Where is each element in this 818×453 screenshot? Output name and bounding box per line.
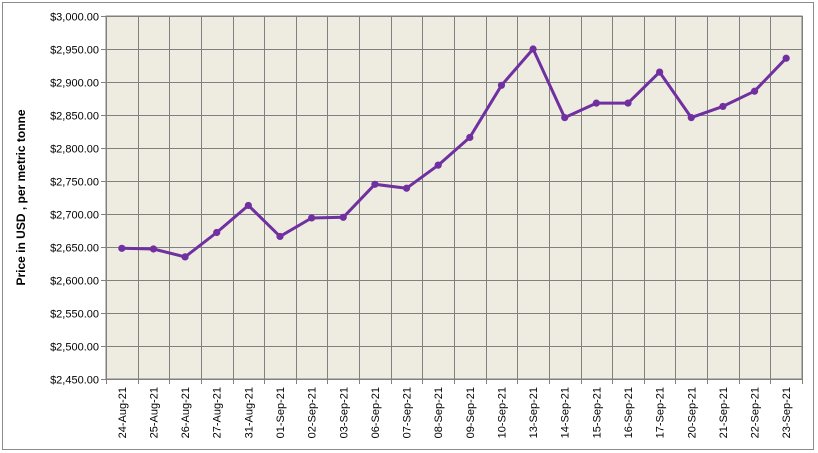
- x-tick-label: 26-Aug-21: [180, 387, 192, 438]
- y-tick-label: $2,750.00: [50, 177, 99, 189]
- x-tick-label: 24-Aug-21: [117, 387, 129, 438]
- x-tick-label: 10-Sep-21: [496, 387, 508, 438]
- x-tick-label: 07-Sep-21: [402, 387, 414, 438]
- x-tick-label: 16-Sep-21: [623, 387, 635, 438]
- data-point: [719, 102, 727, 111]
- y-tick-label: $2,600.00: [50, 276, 99, 288]
- y-tick-label: $2,900.00: [50, 78, 99, 90]
- data-point: [750, 87, 759, 95]
- y-tick-label: $2,550.00: [50, 309, 99, 321]
- data-point: [371, 180, 379, 188]
- data-point: [402, 184, 411, 192]
- y-tick-label: $2,950.00: [50, 45, 99, 57]
- data-point: [434, 161, 442, 169]
- data-point: [149, 245, 158, 253]
- y-tick-label: $2,500.00: [50, 342, 99, 354]
- data-point: [118, 244, 126, 252]
- x-tick-label: 02-Sep-21: [307, 387, 319, 438]
- data-point: [656, 68, 664, 76]
- data-point: [592, 99, 600, 107]
- x-tick-label: 21-Sep-21: [718, 387, 730, 438]
- y-tick-label: $2,650.00: [50, 243, 99, 255]
- x-tick-label: 13-Sep-21: [528, 387, 540, 438]
- x-tick-label: 27-Aug-21: [212, 387, 224, 438]
- x-tick-label: 25-Aug-21: [148, 387, 160, 438]
- x-tick-label: 15-Sep-21: [591, 387, 603, 438]
- y-tick-label: $2,800.00: [50, 144, 99, 156]
- plot-border: [105, 15, 803, 380]
- data-point: [687, 114, 695, 122]
- data-points: [118, 45, 790, 261]
- y-tick-label: $3,000.00: [50, 12, 99, 24]
- x-tick-label: 23-Sep-21: [781, 387, 793, 438]
- y-tick-label: $2,700.00: [50, 210, 99, 222]
- x-tick-label: 03-Sep-21: [338, 387, 350, 438]
- x-tick-label: 17-Sep-21: [655, 387, 667, 438]
- data-point: [466, 133, 474, 142]
- grid-lines: [101, 16, 803, 384]
- x-tick-label: 01-Sep-21: [275, 387, 287, 438]
- data-point: [529, 45, 537, 53]
- data-point: [497, 81, 506, 89]
- data-point: [308, 214, 316, 222]
- x-tick-label: 31-Aug-21: [243, 387, 255, 438]
- line-chart: $2,450.00 $2,500.00 $2,550.00 $2,600.00 $2,6…: [14, 12, 803, 438]
- x-tick-label: 14-Sep-21: [560, 387, 572, 438]
- x-tick-label: 09-Sep-21: [465, 387, 477, 438]
- data-point: [782, 54, 790, 62]
- data-point: [339, 213, 347, 221]
- data-point: [181, 253, 189, 261]
- y-axis-tick-labels: $2,450.00 $2,500.00 $2,550.00 $2,600.00 $2,6…: [50, 12, 99, 387]
- x-tick-label: 22-Sep-21: [750, 387, 762, 438]
- x-tick-label: 06-Sep-21: [370, 387, 382, 438]
- data-point: [276, 232, 284, 241]
- data-point: [624, 99, 632, 107]
- y-tick-label: $2,450.00: [50, 375, 99, 387]
- y-tick-label: $2,850.00: [50, 111, 99, 123]
- x-tick-label: 08-Sep-21: [433, 387, 445, 438]
- x-tick-label: 20-Sep-21: [686, 387, 698, 438]
- data-point: [244, 201, 252, 210]
- x-axis-tick-labels: 24-Aug-21 25-Aug-21 26-Aug-21 27-Aug-21 31-A…: [117, 387, 793, 438]
- y-axis-title: Price in USD , per metric tonne: [14, 109, 28, 285]
- series-line: [121, 47, 788, 259]
- data-point: [213, 228, 221, 237]
- data-point: [561, 114, 569, 122]
